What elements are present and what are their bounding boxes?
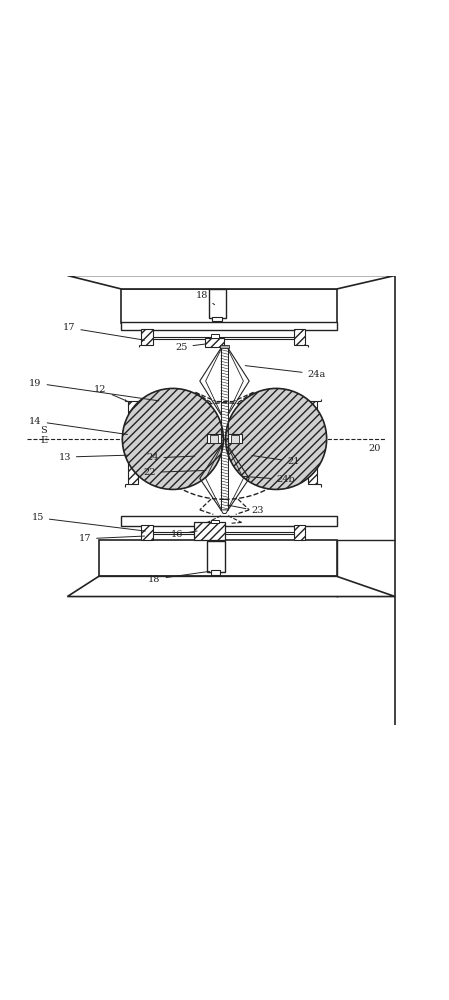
Ellipse shape <box>122 388 224 489</box>
Text: 17: 17 <box>63 323 145 340</box>
Bar <box>211 570 220 575</box>
Text: 24a: 24a <box>245 366 326 379</box>
Bar <box>194 522 225 540</box>
Text: 25: 25 <box>175 343 205 352</box>
Bar <box>141 329 153 345</box>
Text: 21: 21 <box>252 456 300 466</box>
Polygon shape <box>221 510 228 513</box>
Bar <box>211 334 219 338</box>
Polygon shape <box>67 576 395 597</box>
Text: 18: 18 <box>148 571 210 584</box>
Bar <box>212 317 222 321</box>
Bar <box>121 322 337 330</box>
Text: 16: 16 <box>171 530 197 539</box>
Bar <box>205 338 224 347</box>
Text: 13: 13 <box>58 453 128 462</box>
Text: 14: 14 <box>29 417 128 434</box>
Bar <box>207 541 224 572</box>
Bar <box>207 434 221 443</box>
Bar <box>121 289 337 323</box>
Text: E: E <box>40 436 48 445</box>
Text: S: S <box>40 426 47 435</box>
Text: 18: 18 <box>195 291 215 305</box>
Bar <box>128 401 138 484</box>
Text: 17: 17 <box>79 534 145 543</box>
Text: 24b: 24b <box>243 475 295 484</box>
Bar <box>294 525 305 540</box>
Bar <box>294 329 305 345</box>
Bar <box>228 434 242 443</box>
Bar <box>231 435 239 443</box>
Text: 20: 20 <box>368 444 381 453</box>
Text: 24: 24 <box>146 453 195 462</box>
Text: 19: 19 <box>29 379 159 401</box>
Bar <box>141 525 153 540</box>
Bar <box>99 540 337 576</box>
Text: 23: 23 <box>227 505 264 515</box>
Bar <box>209 289 226 318</box>
Polygon shape <box>67 276 395 289</box>
Ellipse shape <box>225 388 326 489</box>
Text: 12: 12 <box>94 385 130 402</box>
Bar <box>210 435 218 443</box>
Bar <box>121 516 337 526</box>
Bar <box>308 401 317 484</box>
Text: 15: 15 <box>31 513 145 531</box>
Bar <box>211 520 219 523</box>
Text: 22: 22 <box>144 468 206 477</box>
Bar <box>220 345 229 348</box>
